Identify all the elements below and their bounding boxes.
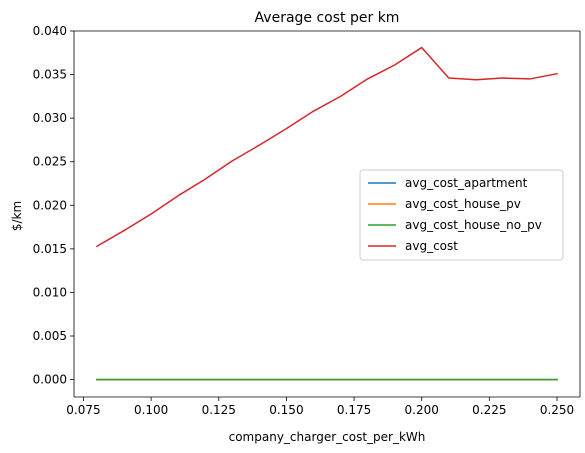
legend-label-avg_cost_house_no_pv: avg_cost_house_no_pv bbox=[405, 218, 542, 232]
axes: 0.075 0.100 0.125 0.150 0.175 0.200 0.225 0.250… bbox=[33, 24, 581, 417]
legend-label-avg_cost_house_pv: avg_cost_house_pv bbox=[405, 197, 521, 211]
x-tick-label: 0.075 bbox=[66, 403, 100, 417]
x-tick-label: 0.125 bbox=[202, 403, 236, 417]
y-tick-label: 0.040 bbox=[33, 24, 67, 38]
y-tick-label: 0.000 bbox=[33, 373, 67, 387]
y-tick-label: 0.015 bbox=[33, 242, 67, 256]
legend: avg_cost_apartment avg_cost_house_pv avg_c… bbox=[359, 169, 564, 261]
legend-box bbox=[359, 169, 564, 261]
x-tick-label: 0.150 bbox=[269, 403, 303, 417]
y-tick-label: 0.005 bbox=[33, 329, 67, 343]
x-axis-label: company_charger_cost_per_kWh bbox=[229, 430, 426, 444]
y-tick-label: 0.020 bbox=[33, 198, 67, 212]
x-tick-label: 0.200 bbox=[405, 403, 439, 417]
legend-label-avg_cost_apartment: avg_cost_apartment bbox=[405, 176, 528, 190]
y-tick-label: 0.035 bbox=[33, 68, 67, 82]
y-axis-label: $/km bbox=[10, 201, 24, 231]
x-tick-label: 0.175 bbox=[337, 403, 371, 417]
chart-title: Average cost per km bbox=[255, 10, 400, 26]
series-line-avg_cost bbox=[95, 46, 558, 248]
y-tick-label: 0.025 bbox=[33, 155, 67, 169]
y-tick-label: 0.030 bbox=[33, 111, 67, 125]
plot-area bbox=[95, 46, 558, 381]
x-tick-label: 0.100 bbox=[134, 403, 168, 417]
legend-label-avg_cost: avg_cost bbox=[405, 239, 458, 253]
x-tick-label: 0.225 bbox=[472, 403, 506, 417]
x-tick-label: 0.250 bbox=[540, 403, 574, 417]
y-tick-label: 0.010 bbox=[33, 285, 67, 299]
